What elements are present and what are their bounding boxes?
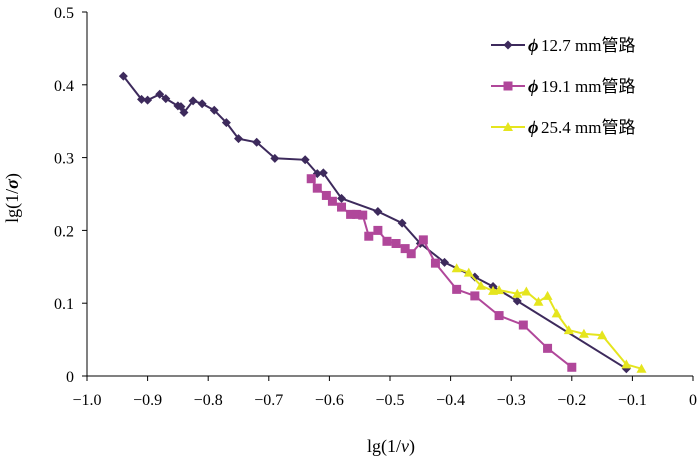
legend-entry-1: ϕ 19.1 mm管路 <box>491 76 635 96</box>
y-tick-label: 0.4 <box>54 78 74 95</box>
data-point <box>621 359 632 369</box>
y-tick-label: 0 <box>66 369 74 386</box>
data-point <box>234 134 243 144</box>
data-point <box>563 325 574 335</box>
data-point <box>270 153 280 163</box>
data-point <box>358 210 368 220</box>
data-point <box>373 225 383 235</box>
x-axis-title: lg(1/v) <box>367 436 415 457</box>
data-point <box>475 280 486 290</box>
data-point <box>636 363 647 373</box>
y-axis-title: lg(1/σ) <box>2 173 23 223</box>
data-point <box>137 94 147 104</box>
data-point <box>312 183 322 193</box>
data-point <box>430 258 440 268</box>
series-2 <box>451 263 647 373</box>
data-point <box>512 288 523 298</box>
legend-marker-shape <box>503 81 513 91</box>
legend-marker-shape <box>503 122 513 131</box>
data-point <box>382 236 392 246</box>
data-point <box>155 89 165 99</box>
data-point <box>300 155 310 165</box>
legend-entry-0: ϕ 12.7 mm管路 <box>491 35 635 55</box>
legend-label-2: 25.4 mm管路 <box>541 118 635 137</box>
data-point <box>533 296 544 306</box>
y-tick-label: 0.5 <box>54 5 74 22</box>
legend-marker-2 <box>503 122 513 131</box>
data-point <box>373 206 383 216</box>
legend-marker-shape <box>503 40 513 50</box>
data-point <box>463 267 474 277</box>
data-point <box>551 308 562 318</box>
data-point <box>221 118 231 128</box>
data-point <box>512 296 522 306</box>
data-point <box>542 290 553 300</box>
data-point <box>406 249 416 259</box>
data-point <box>521 286 532 296</box>
data-point <box>337 202 347 212</box>
legend-symbol-0: ϕ <box>528 35 538 55</box>
data-point <box>418 235 428 245</box>
x-tick-label: −0.9 <box>133 392 162 409</box>
x-tick-label: −0.1 <box>618 392 647 409</box>
legend-symbol-2: ϕ <box>528 117 538 137</box>
data-point <box>494 285 505 295</box>
x-tick-label: −0.8 <box>194 392 223 409</box>
x-tick-label: −0.7 <box>254 392 283 409</box>
data-point <box>143 95 153 105</box>
data-point <box>337 193 347 203</box>
data-point <box>470 291 480 301</box>
data-point <box>391 239 401 249</box>
legend-label-1: 19.1 mm管路 <box>541 77 635 96</box>
legend-marker-1 <box>503 81 513 91</box>
data-point <box>452 284 462 294</box>
data-point <box>188 96 198 106</box>
x-tick-label: −0.6 <box>315 392 344 409</box>
data-point <box>567 362 577 372</box>
data-point <box>578 328 589 338</box>
x-tick-label: −0.5 <box>375 392 404 409</box>
legend-label-0: 12.7 mm管路 <box>541 36 635 55</box>
data-point <box>518 320 528 330</box>
x-tick-label: −0.4 <box>436 392 465 409</box>
data-point <box>306 174 316 184</box>
series-0 <box>118 71 631 374</box>
axes: −1.0 −0.9 −0.8 −0.7 −0.6 −0.5 −0.4 −0.3 −0.2 −0.1… <box>54 5 697 409</box>
data-point <box>597 330 608 340</box>
data-point <box>346 209 356 219</box>
legend-entry-2: ϕ 25.4 mm管路 <box>491 117 635 137</box>
data-point <box>543 343 553 353</box>
x-tick-label: −0.2 <box>557 392 586 409</box>
x-tick-label: −0.3 <box>497 392 526 409</box>
data-point <box>364 231 374 241</box>
y-tick-label: 0.1 <box>54 296 74 313</box>
data-point <box>179 107 189 117</box>
data-point <box>161 94 171 104</box>
y-tick-label: 0.3 <box>54 151 74 168</box>
data-point <box>209 105 219 115</box>
data-point <box>440 257 450 267</box>
data-point <box>197 99 207 109</box>
data-point <box>252 137 262 147</box>
series-1 <box>306 174 577 372</box>
series-line-1 <box>310 178 573 369</box>
x-tick-label: −1.0 <box>72 392 101 409</box>
series-layer <box>118 71 647 374</box>
legend-symbol-1: ϕ <box>528 76 538 96</box>
data-point <box>118 71 128 81</box>
legend: ϕ 12.7 mm管路 ϕ 19.1 mm管路 ϕ 25.4 mm管路 <box>491 35 635 137</box>
data-point <box>318 168 328 178</box>
data-point <box>451 263 462 273</box>
data-point <box>327 196 337 206</box>
data-point <box>352 209 362 219</box>
series-line-2 <box>456 267 642 370</box>
data-point <box>397 218 407 228</box>
legend-marker-0 <box>503 40 513 50</box>
y-tick-label: 0.2 <box>54 223 74 240</box>
data-point <box>400 244 410 254</box>
data-point <box>494 311 504 321</box>
x-tick-label: 0 <box>689 392 697 409</box>
data-point <box>321 190 331 200</box>
